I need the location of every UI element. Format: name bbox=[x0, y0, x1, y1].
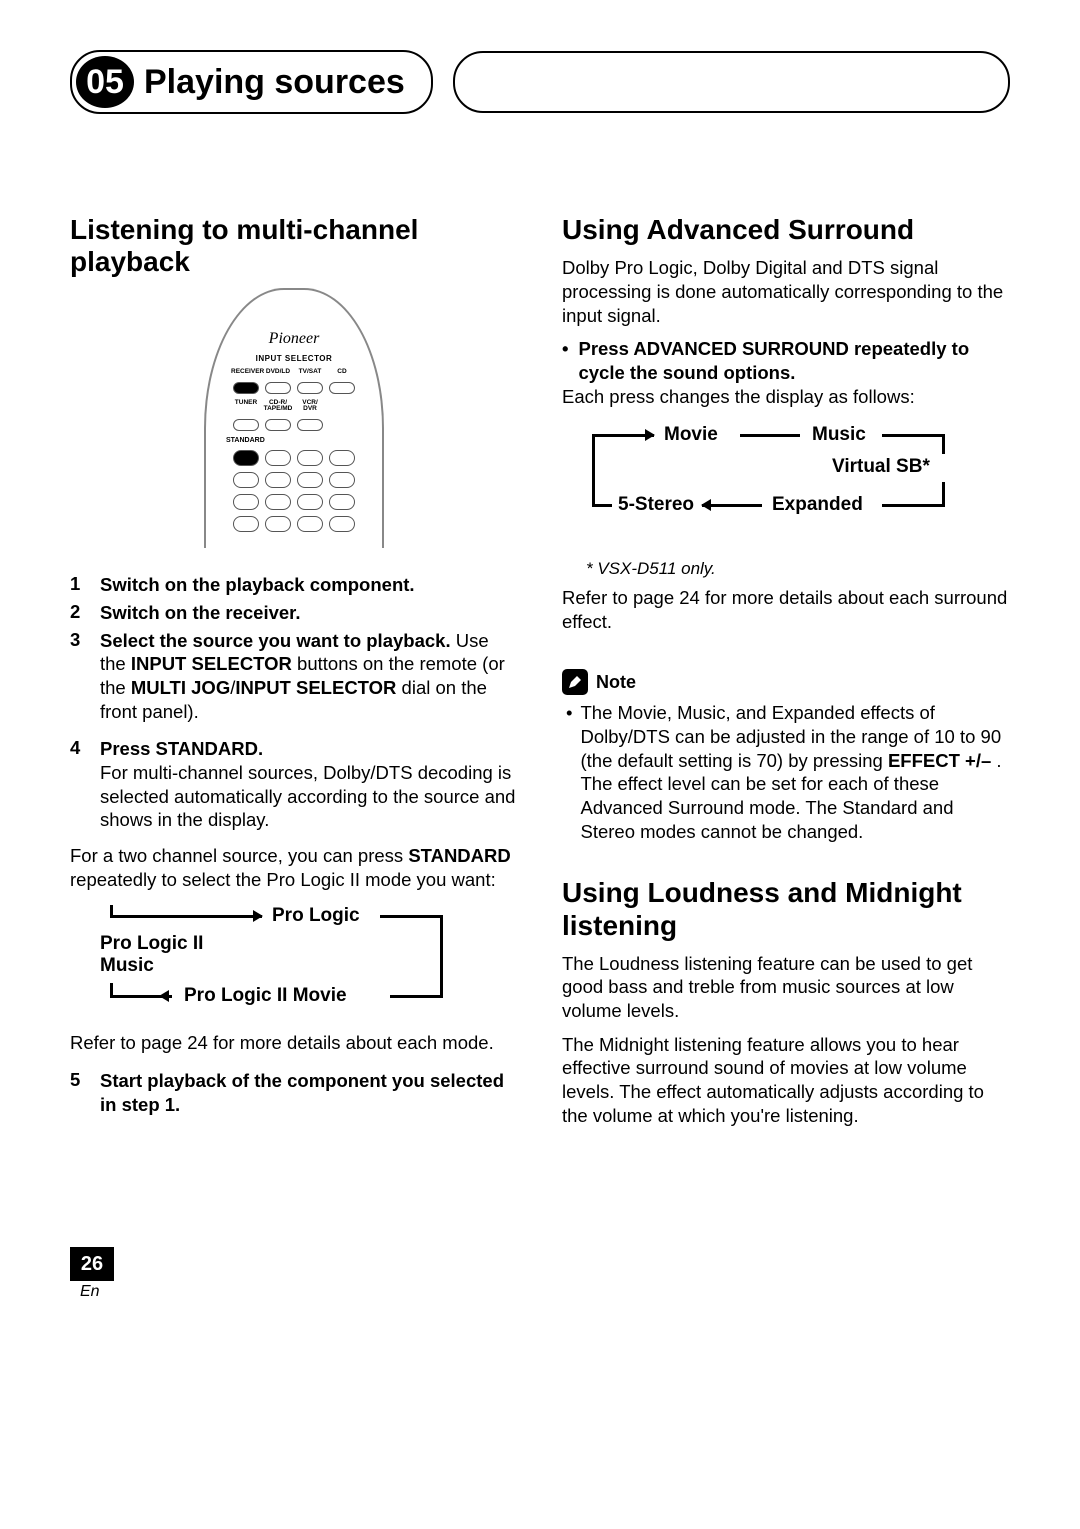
btn-cd bbox=[329, 382, 355, 394]
btn-dvdld bbox=[265, 382, 291, 394]
lbl-dvdld: DVD/LD bbox=[263, 369, 293, 376]
pencil-icon bbox=[562, 669, 588, 695]
step-3-num: 3 bbox=[70, 629, 84, 724]
step-2-text: Switch on the receiver. bbox=[100, 601, 518, 625]
page-footer: 26 En bbox=[70, 1247, 1010, 1301]
step-3: 3 Select the source you want to playback… bbox=[70, 629, 518, 724]
refer-right: Refer to page 24 for more details about … bbox=[562, 586, 1010, 633]
heading-advanced: Using Advanced Surround bbox=[562, 214, 1010, 246]
page-number: 26 bbox=[70, 1247, 114, 1281]
lbl-vcr: VCR/ DVR bbox=[295, 400, 325, 413]
btn-r3c bbox=[297, 450, 323, 466]
prologic-cycle: Pro Logic Pro Logic II Music Pro Logic I… bbox=[100, 905, 460, 1015]
remote-row5 bbox=[233, 494, 355, 510]
step-5: 5 Start playback of the component you se… bbox=[70, 1069, 518, 1116]
two-channel-text: For a two channel source, you can press … bbox=[70, 844, 518, 891]
cycle-music: Music bbox=[812, 424, 866, 446]
steps-list: 1 Switch on the playback component. 2 Sw… bbox=[70, 573, 518, 832]
page-lang: En bbox=[80, 1283, 1010, 1301]
lbl-tvsat: TV/SAT bbox=[295, 369, 325, 376]
adv-intro: Dolby Pro Logic, Dolby Digital and DTS s… bbox=[562, 256, 1010, 327]
lbl-receiver: RECEIVER bbox=[231, 369, 261, 376]
cycle-5stereo: 5-Stereo bbox=[618, 494, 694, 516]
btn-r3d bbox=[329, 450, 355, 466]
input-selector-label: INPUT SELECTOR bbox=[256, 354, 333, 363]
remote-diagram: Pioneer INPUT SELECTOR RECEIVER DVD/LD T… bbox=[70, 288, 518, 548]
step-2-num: 2 bbox=[70, 601, 84, 625]
refer-left: Refer to page 24 for more details about … bbox=[70, 1031, 518, 1055]
press-advanced: • Press ADVANCED SURROUND repeatedly to … bbox=[562, 337, 1010, 384]
remote-row4 bbox=[233, 472, 355, 488]
remote-brand: Pioneer bbox=[269, 330, 320, 348]
note-body: •The Movie, Music, and Expanded effects … bbox=[566, 701, 1010, 843]
btn-standard bbox=[233, 450, 259, 466]
note-header: Note bbox=[562, 669, 1010, 695]
page-header: 05 Playing sources bbox=[70, 50, 1010, 114]
loudness-text: The Loudness listening feature can be us… bbox=[562, 952, 1010, 1023]
remote-row2-labels: TUNER CD-R/ TAPE/MD VCR/ DVR bbox=[231, 400, 357, 413]
chapter-number: 05 bbox=[76, 56, 134, 108]
step-1-text: Switch on the playback component. bbox=[100, 573, 518, 597]
btn-tuner bbox=[233, 419, 259, 431]
midnight-text: The Midnight listening feature allows yo… bbox=[562, 1033, 1010, 1128]
heading-loudness: Using Loudness and Midnight listening bbox=[562, 877, 1010, 941]
left-column: Listening to multi-channel playback Pion… bbox=[70, 214, 518, 1137]
each-press: Each press changes the display as follow… bbox=[562, 385, 1010, 409]
note-label: Note bbox=[596, 672, 636, 693]
btn-receiver bbox=[233, 382, 259, 394]
cycle-plii-music: Pro Logic II Music bbox=[100, 933, 203, 977]
lbl-cdr: CD-R/ TAPE/MD bbox=[263, 400, 293, 413]
btn-r3b bbox=[265, 450, 291, 466]
header-spacer bbox=[453, 51, 1010, 113]
lbl-tuner: TUNER bbox=[231, 400, 261, 413]
lbl-cd: CD bbox=[327, 369, 357, 376]
step-4: 4 Press STANDARD. For multi-channel sour… bbox=[70, 737, 518, 832]
remote-row6 bbox=[233, 516, 355, 532]
cycle-movie: Movie bbox=[664, 424, 718, 446]
cycle-prologic: Pro Logic bbox=[272, 905, 360, 927]
chapter-title: Playing sources bbox=[144, 63, 405, 102]
btn-tvsat bbox=[297, 382, 323, 394]
chapter-capsule: 05 Playing sources bbox=[70, 50, 433, 114]
advanced-cycle: Movie Music Virtual SB* 5-Stereo Expande… bbox=[582, 422, 972, 542]
cycle-expanded: Expanded bbox=[772, 494, 863, 516]
step-1-num: 1 bbox=[70, 573, 84, 597]
right-column: Using Advanced Surround Dolby Pro Logic,… bbox=[562, 214, 1010, 1137]
footnote-vsx: * VSX-D511 only. bbox=[586, 558, 1010, 580]
step-1: 1 Switch on the playback component. bbox=[70, 573, 518, 597]
step-2: 2 Switch on the receiver. bbox=[70, 601, 518, 625]
step-3-text: Select the source you want to playback. … bbox=[100, 629, 518, 724]
standard-label: STANDARD bbox=[226, 437, 265, 444]
step-4-num: 4 bbox=[70, 737, 84, 832]
step-4-text: Press STANDARD. For multi-channel source… bbox=[100, 737, 518, 832]
cycle-virtualsb: Virtual SB* bbox=[832, 456, 930, 478]
btn-vcr bbox=[297, 419, 323, 431]
cycle-plii-movie: Pro Logic II Movie bbox=[184, 985, 347, 1007]
remote-row1-buttons bbox=[233, 382, 355, 394]
step-5-num: 5 bbox=[70, 1069, 84, 1116]
remote-row2-buttons bbox=[233, 419, 355, 431]
btn-cdr bbox=[265, 419, 291, 431]
remote-row3 bbox=[233, 450, 355, 466]
heading-listening: Listening to multi-channel playback bbox=[70, 214, 518, 278]
remote-row1-labels: RECEIVER DVD/LD TV/SAT CD bbox=[231, 369, 357, 376]
step-5-text: Start playback of the component you sele… bbox=[100, 1069, 518, 1116]
